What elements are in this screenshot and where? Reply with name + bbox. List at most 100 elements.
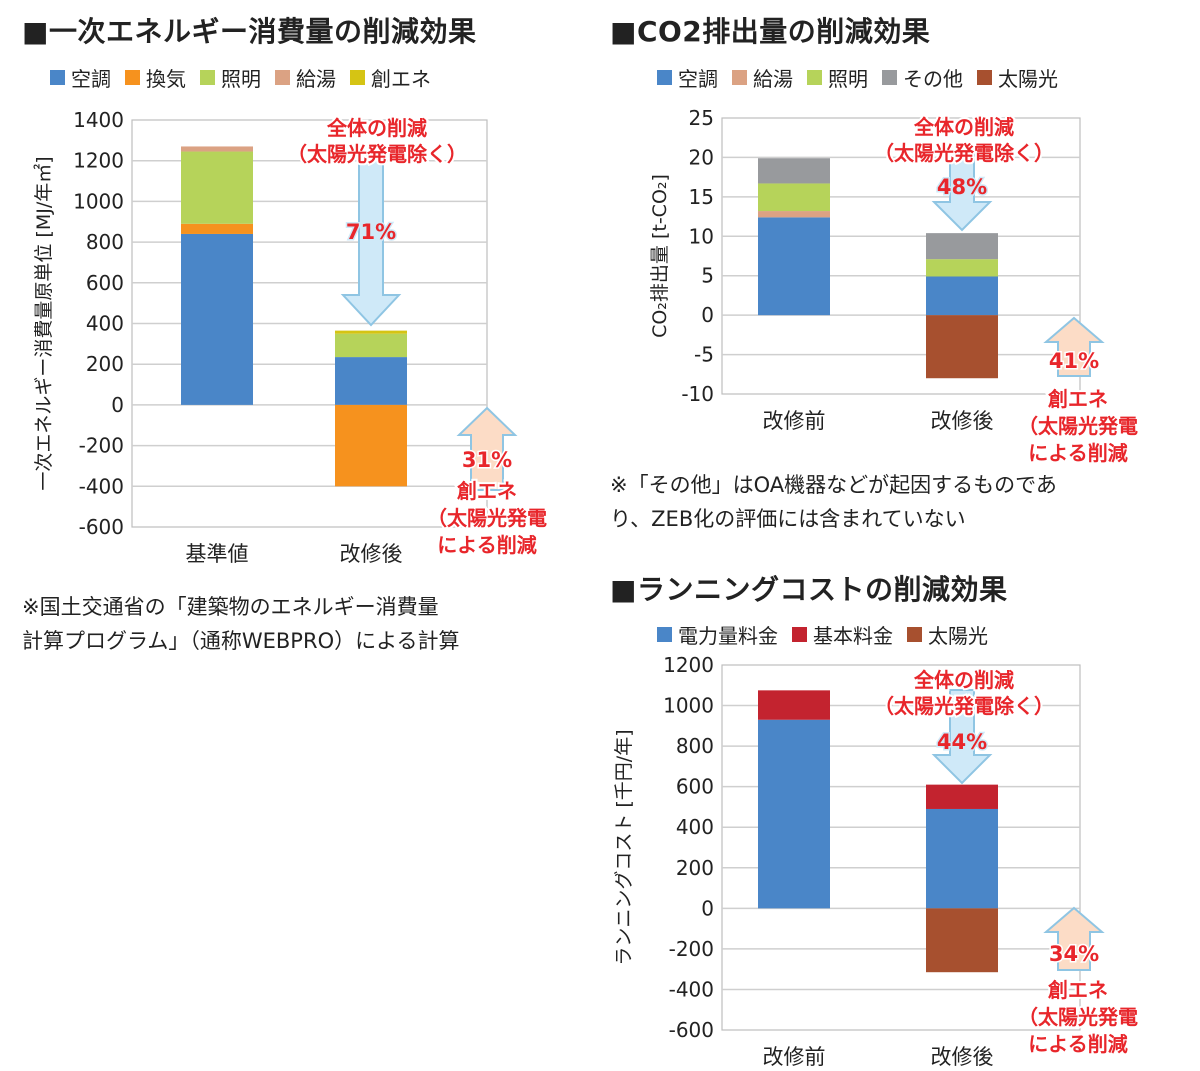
co2-y-tick-label: -10 [681,382,714,406]
co2-legend-label: 照明 [828,67,868,91]
energy-y-tick-label: 400 [86,312,124,336]
energy-legend-label: 換気 [146,67,186,91]
cost-solar-label: 創エネ [1047,978,1108,1002]
energy-reduction-label: 全体の削減 [326,116,427,140]
cost-y-tick-label: 400 [676,815,714,839]
energy-bar-segment [335,357,407,405]
co2-legend-swatch [807,70,822,85]
energy-legend-item: 換気 [125,63,186,92]
cost-legend-item: 電力量料金 [657,620,778,649]
co2-bar-segment [758,211,830,218]
co2-legend-swatch [657,70,672,85]
co2-legend: 空調 給湯 照明 その他 太陽光 [657,63,1072,92]
cost-legend-label: 太陽光 [928,624,988,648]
cost-bar-segment [758,690,830,720]
co2-reduction-percent: 48% [937,175,987,199]
energy-legend: 空調 換気 照明 給湯 創エネ [50,63,445,92]
energy-note: ※国土交通省の「建築物のエネルギー消費量 計算プログラム」（通称WEBPRO）に… [22,590,459,658]
co2-chart-title: ■CO2排出量の削減効果 [610,15,931,48]
energy-legend-label: 創エネ [371,67,431,91]
co2-y-tick-label: 10 [689,224,714,248]
co2-bar-segment [758,183,830,212]
cost-reduction-percent: 44% [937,730,987,754]
energy-y-tick-label: 0 [111,393,124,417]
energy-chart: -600 -400 -200 0 200 400 600 800 1000 1200 1400 一次エ… [32,108,549,566]
co2-bar-segment [926,276,998,316]
energy-note-line-2: 計算プログラム」（通称WEBPRO）による計算 [22,629,460,653]
energy-bar-segment [181,146,253,152]
energy-y-tick-label: 1000 [73,189,124,213]
co2-y-tick-label: 20 [689,145,714,169]
co2-reduction-label: （太陽光発電除く） [874,141,1054,165]
energy-legend-item: 創エネ [350,63,431,92]
energy-y-tick-label: 1400 [73,108,124,132]
cost-y-tick-label: 1200 [663,653,714,677]
energy-y-axis-label: 一次エネルギー消費量原単位 [MJ/年㎡] [32,156,55,490]
energy-bar-segment [335,404,407,487]
energy-solar-label: による削減 [437,533,536,557]
cost-solar-label: （太陽光発電 [1018,1005,1138,1029]
cost-x-tick-label: 改修前 [763,1045,826,1069]
energy-legend-label: 空調 [71,67,111,91]
energy-bar-segment [181,233,253,405]
co2-bar-segment [758,158,830,184]
cost-chart-title: ■ランニングコストの削減効果 [610,573,1008,606]
energy-legend-swatch [350,70,365,85]
energy-legend-swatch [275,70,290,85]
co2-legend-item: 照明 [807,63,868,92]
cost-legend-swatch [792,627,807,642]
co2-bar-segment [926,315,998,379]
energy-solar-label: （太陽光発電 [427,506,547,530]
energy-y-tick-label: -600 [79,515,124,539]
cost-solar-percent: 34% [1049,942,1099,966]
energy-x-tick-label: 改修後 [340,542,403,566]
cost-y-tick-label: -600 [669,1018,714,1042]
cost-solar-arrow [1043,906,1105,971]
energy-legend-swatch [200,70,215,85]
cost-legend-label: 基本料金 [813,624,893,648]
energy-bar-segment [181,223,253,234]
co2-reduction-arrow [931,151,993,232]
co2-note-line-2: り、ZEB化の評価には含まれていない [610,507,966,531]
energy-reduction-label: （太陽光発電除く） [287,142,467,166]
energy-legend-item: 照明 [200,63,261,92]
co2-y-tick-label: -5 [694,343,714,367]
co2-legend-swatch [732,70,747,85]
cost-bar-segment [758,719,830,909]
co2-chart: -10 -5 0 5 10 15 20 25 CO₂排出量 [t-CO₂] 改修前 改修後 全体の削減… [649,106,1140,465]
energy-y-tick-label: -200 [79,434,124,458]
energy-legend-item: 空調 [50,63,111,92]
energy-bar-segment [335,333,407,358]
co2-legend-item: 空調 [657,63,718,92]
cost-solar-label: による削減 [1028,1032,1127,1056]
co2-legend-label: 太陽光 [998,67,1058,91]
energy-bar-segment [335,330,407,334]
energy-legend-swatch [50,70,65,85]
cost-legend-item: 太陽光 [907,620,988,649]
co2-x-tick-label: 改修後 [931,409,994,433]
energy-y-tick-label: 800 [86,230,124,254]
co2-solar-label: （太陽光発電 [1018,414,1138,438]
cost-chart: -600 -400 -200 0 200 400 600 800 1000 1200 ランニングコス… [613,653,1140,1069]
cost-reduction-label: （太陽光発電除く） [874,694,1054,718]
co2-y-axis-label: CO₂排出量 [t-CO₂] [649,174,671,338]
energy-legend-swatch [125,70,140,85]
energy-solar-label: 創エネ [456,479,517,503]
cost-legend-item: 基本料金 [792,620,893,649]
co2-y-tick-label: 5 [701,264,714,288]
cost-legend-swatch [907,627,922,642]
co2-x-tick-label: 改修前 [763,409,826,433]
energy-bar-segment [181,151,253,224]
co2-legend-label: その他 [903,67,963,91]
co2-bar-segment [926,233,998,260]
cost-bar-segment [926,908,998,973]
energy-y-tick-label: 1200 [73,149,124,173]
co2-y-tick-label: 15 [689,185,714,209]
co2-legend-swatch [882,70,897,85]
co2-bar-segment [758,217,830,316]
cost-y-tick-label: 200 [676,856,714,880]
cost-y-tick-label: 0 [701,896,714,920]
co2-y-tick-label: 0 [701,303,714,327]
energy-chart-title: ■一次エネルギー消費量の削減効果 [22,15,477,48]
co2-legend-swatch [977,70,992,85]
